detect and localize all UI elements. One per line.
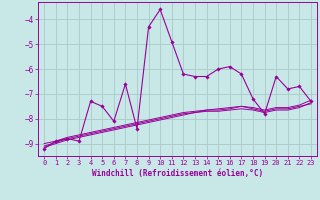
- X-axis label: Windchill (Refroidissement éolien,°C): Windchill (Refroidissement éolien,°C): [92, 169, 263, 178]
